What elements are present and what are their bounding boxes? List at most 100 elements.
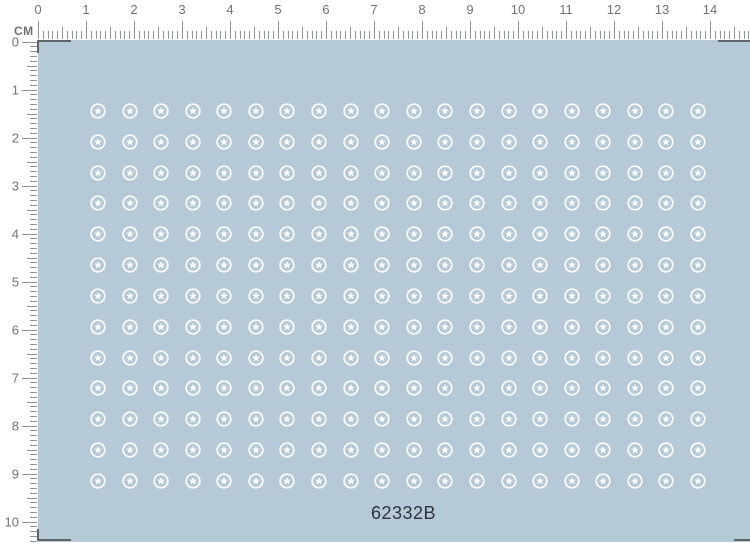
circled-star-icon — [90, 288, 106, 304]
circled-star-icon — [374, 319, 390, 335]
ruler-tick-h — [186, 31, 188, 39]
ruler-tick-v — [30, 358, 37, 360]
circled-star-icon — [279, 134, 296, 150]
ruler-tick-v — [30, 531, 37, 533]
ruler-number-h: 11 — [559, 2, 573, 17]
ruler-tick-h — [455, 31, 457, 39]
circled-star-icon — [469, 442, 485, 458]
ruler-tick-v — [30, 175, 37, 177]
ruler-tick-v — [27, 161, 37, 163]
ruler-tick-v — [30, 238, 37, 240]
circled-star-icon — [500, 165, 517, 181]
ruler-tick-v — [30, 540, 37, 542]
crop-mark-bottom-left-h — [37, 539, 71, 541]
ruler-tick-v — [30, 526, 37, 528]
circled-star-icon — [690, 165, 706, 181]
circled-star-icon — [342, 442, 359, 458]
ruler-tick-h — [542, 27, 543, 39]
ruler-tick-h — [479, 31, 481, 39]
circled-star-icon — [374, 134, 390, 150]
ruler-tick-h — [119, 31, 121, 39]
ruler-tick-h — [412, 31, 414, 39]
circled-star-icon — [342, 319, 359, 335]
circled-star-icon — [469, 195, 485, 212]
circled-star-icon — [627, 226, 643, 242]
ruler-tick-v — [27, 305, 37, 307]
circled-star-icon — [690, 349, 706, 366]
ruler-tick-v — [30, 94, 37, 96]
ruler-tick-v — [30, 99, 37, 101]
ruler-tick-v — [30, 367, 37, 369]
ruler-tick-h — [474, 31, 476, 39]
ruler-tick-h — [743, 31, 745, 39]
ruler-tick-h — [695, 31, 697, 39]
circled-star-icon — [437, 257, 454, 273]
circled-star-icon — [279, 288, 296, 304]
circled-star-icon — [406, 103, 422, 119]
circled-star-icon — [690, 411, 706, 427]
circled-star-icon — [342, 257, 359, 273]
ruler-tick-h — [263, 31, 265, 39]
circled-star-icon — [595, 257, 611, 273]
ruler-tick-v — [30, 468, 37, 470]
circled-star-icon — [532, 319, 548, 335]
circled-star-icon — [279, 442, 296, 458]
ruler-tick-v — [30, 214, 37, 216]
ruler-tick-h — [254, 27, 255, 39]
circled-star-icon — [342, 165, 359, 181]
circled-star-icon — [406, 288, 422, 304]
ruler-tick-v — [30, 118, 37, 120]
ruler-tick-h — [676, 31, 678, 39]
circled-star-icon — [532, 165, 548, 181]
circled-star-icon — [121, 226, 138, 242]
ruler-tick-h — [330, 31, 332, 39]
circled-star-icon — [279, 349, 296, 366]
circled-star-icon — [595, 442, 611, 458]
circled-star-icon — [595, 288, 611, 304]
circled-star-icon — [627, 442, 643, 458]
circled-star-icon — [121, 165, 138, 181]
circled-star-icon — [248, 442, 264, 458]
ruler-tick-v — [30, 252, 37, 254]
ruler-tick-v — [30, 310, 37, 312]
circled-star-icon — [595, 411, 611, 427]
ruler-tick-h — [62, 27, 63, 39]
circled-star-icon — [90, 473, 106, 489]
ruler-tick-h — [503, 31, 505, 39]
ruler-tick-h — [494, 27, 495, 39]
ruler-tick-h — [633, 31, 635, 39]
circled-star-icon — [406, 380, 422, 397]
circled-star-icon — [90, 380, 106, 397]
circled-star-icon — [469, 380, 485, 397]
circled-star-icon — [153, 103, 169, 119]
circled-star-icon — [690, 226, 706, 242]
ruler-tick-h — [518, 21, 519, 39]
ruler-tick-v — [30, 348, 37, 350]
ruler-tick-h — [138, 31, 140, 39]
ruler-number-v: 1 — [11, 82, 19, 97]
ruler-number-h: 4 — [226, 2, 234, 17]
circled-star-icon — [342, 226, 359, 242]
ruler-tick-v — [30, 127, 37, 129]
circled-star-icon — [216, 103, 232, 119]
circled-star-icon — [90, 257, 106, 273]
ruler-tick-h — [273, 31, 275, 39]
circled-star-icon — [564, 165, 580, 181]
circled-star-icon — [627, 319, 643, 335]
ruler-tick-v — [30, 55, 37, 57]
crop-mark-top-right-h — [718, 40, 750, 42]
ruler-tick-h — [124, 31, 126, 39]
ruler-tick-h — [465, 31, 467, 39]
circled-star-icon — [437, 103, 454, 119]
circled-star-icon — [121, 195, 138, 212]
ruler-tick-v — [30, 483, 37, 485]
ruler-number-h: 9 — [466, 2, 474, 17]
ruler-tick-h — [734, 27, 735, 39]
circled-star-icon — [311, 257, 327, 273]
circled-star-icon — [437, 134, 454, 150]
ruler-number-v: 10 — [4, 514, 19, 529]
ruler-tick-h — [114, 31, 116, 39]
circled-star-icon — [153, 257, 169, 273]
ruler-tick-h — [652, 31, 654, 39]
ruler-tick-h — [566, 21, 567, 39]
